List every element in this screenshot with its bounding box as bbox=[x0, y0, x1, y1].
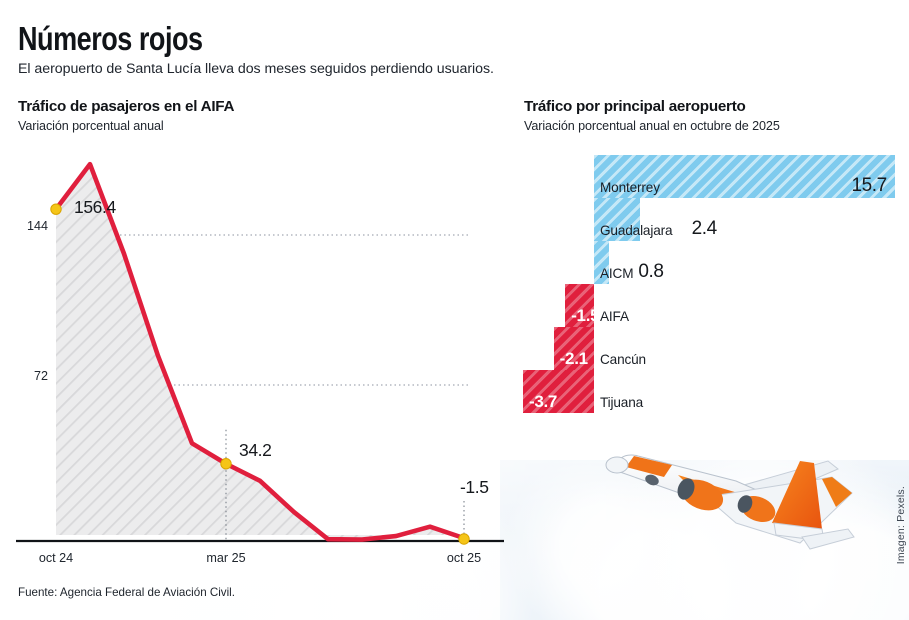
bar-positive bbox=[594, 155, 896, 198]
bar-positive bbox=[594, 241, 610, 284]
bar-row: AIFA -1.5 bbox=[500, 284, 909, 327]
airplane-photo bbox=[586, 425, 886, 585]
page-subtitle: El aeropuerto de Santa Lucía lleva dos m… bbox=[18, 61, 494, 77]
bar-value-label: 2.4 bbox=[691, 218, 718, 239]
bar-negative bbox=[522, 370, 594, 413]
bar-hatch-pattern bbox=[565, 284, 594, 327]
line-chart-labels: 156.4 34.2 -1.5 72 144 oct 24 mar 25 oct 25 bbox=[26, 197, 489, 565]
bar-category-label: Tijuana bbox=[600, 395, 644, 410]
bar-row: Cancún -2.1 bbox=[500, 327, 909, 370]
y-axis-tick-label: 144 bbox=[26, 219, 48, 233]
left-chart-heading: Tráfico de pasajeros en el AIFA Variació… bbox=[18, 98, 234, 133]
x-axis-tick-label: oct 24 bbox=[38, 551, 74, 565]
bar-value-label: -2.1 bbox=[559, 349, 588, 368]
page-title: Números rojos bbox=[18, 20, 203, 57]
bar-category-label: AICM bbox=[600, 266, 634, 281]
image-credit: Imagen: Pexels. bbox=[895, 485, 907, 564]
bar-value-label: -3.7 bbox=[528, 392, 558, 411]
y-axis-tick-label: 72 bbox=[33, 369, 48, 383]
bar-category-label: Cancún bbox=[600, 352, 646, 367]
bar-row: AICM 0.8 bbox=[500, 241, 909, 284]
bar-hatch-pattern bbox=[594, 155, 896, 198]
bar-hatch-pattern bbox=[553, 327, 594, 370]
bar-value-label: -1.5 bbox=[571, 306, 600, 325]
bar-chart: Monterrey 15.7 Guadalajara 2.4 AICM 0.8 AIFA -1… bbox=[500, 140, 909, 430]
right-chart-heading: Tráfico por principal aeropuerto Variaci… bbox=[524, 98, 780, 133]
bar-positive bbox=[594, 198, 641, 241]
left-chart-subtitle: Variación porcentual anual bbox=[18, 119, 164, 133]
bar-row: Guadalajara 2.4 bbox=[500, 198, 909, 241]
source-note: Fuente: Agencia Federal de Aviación Civi… bbox=[18, 586, 235, 599]
bar-category-label: AIFA bbox=[600, 309, 629, 324]
bar-negative bbox=[565, 284, 594, 327]
left-chart-title: Tráfico de pasajeros en el AIFA bbox=[18, 98, 235, 115]
bar-hatch-pattern bbox=[522, 370, 594, 413]
line-point-label: -1.5 bbox=[460, 477, 489, 497]
line-chart bbox=[16, 161, 504, 545]
bar-row: Monterrey 15.7 bbox=[500, 155, 909, 198]
bar-category-label: Monterrey bbox=[600, 180, 660, 195]
bar-negative bbox=[553, 327, 594, 370]
right-chart-title: Tráfico por principal aeropuerto bbox=[524, 98, 746, 115]
bar-row: Tijuana -3.7 bbox=[500, 370, 909, 413]
line-point-label: 156.4 bbox=[74, 197, 116, 218]
right-chart-subtitle: Variación porcentual anual en octubre de… bbox=[524, 119, 780, 133]
header: Números rojos El aeropuerto de Santa Luc… bbox=[18, 20, 494, 78]
x-axis-tick-label: oct 25 bbox=[446, 551, 482, 565]
bar-hatch-pattern bbox=[594, 198, 641, 241]
bar-value-label: 15.7 bbox=[851, 175, 887, 196]
bar-value-label: 0.8 bbox=[638, 261, 664, 282]
bar-category-label: Guadalajara bbox=[600, 223, 673, 238]
bar-hatch-pattern bbox=[594, 241, 610, 284]
x-axis-tick-label: mar 25 bbox=[206, 551, 246, 565]
line-point-label: 34.2 bbox=[239, 439, 272, 460]
